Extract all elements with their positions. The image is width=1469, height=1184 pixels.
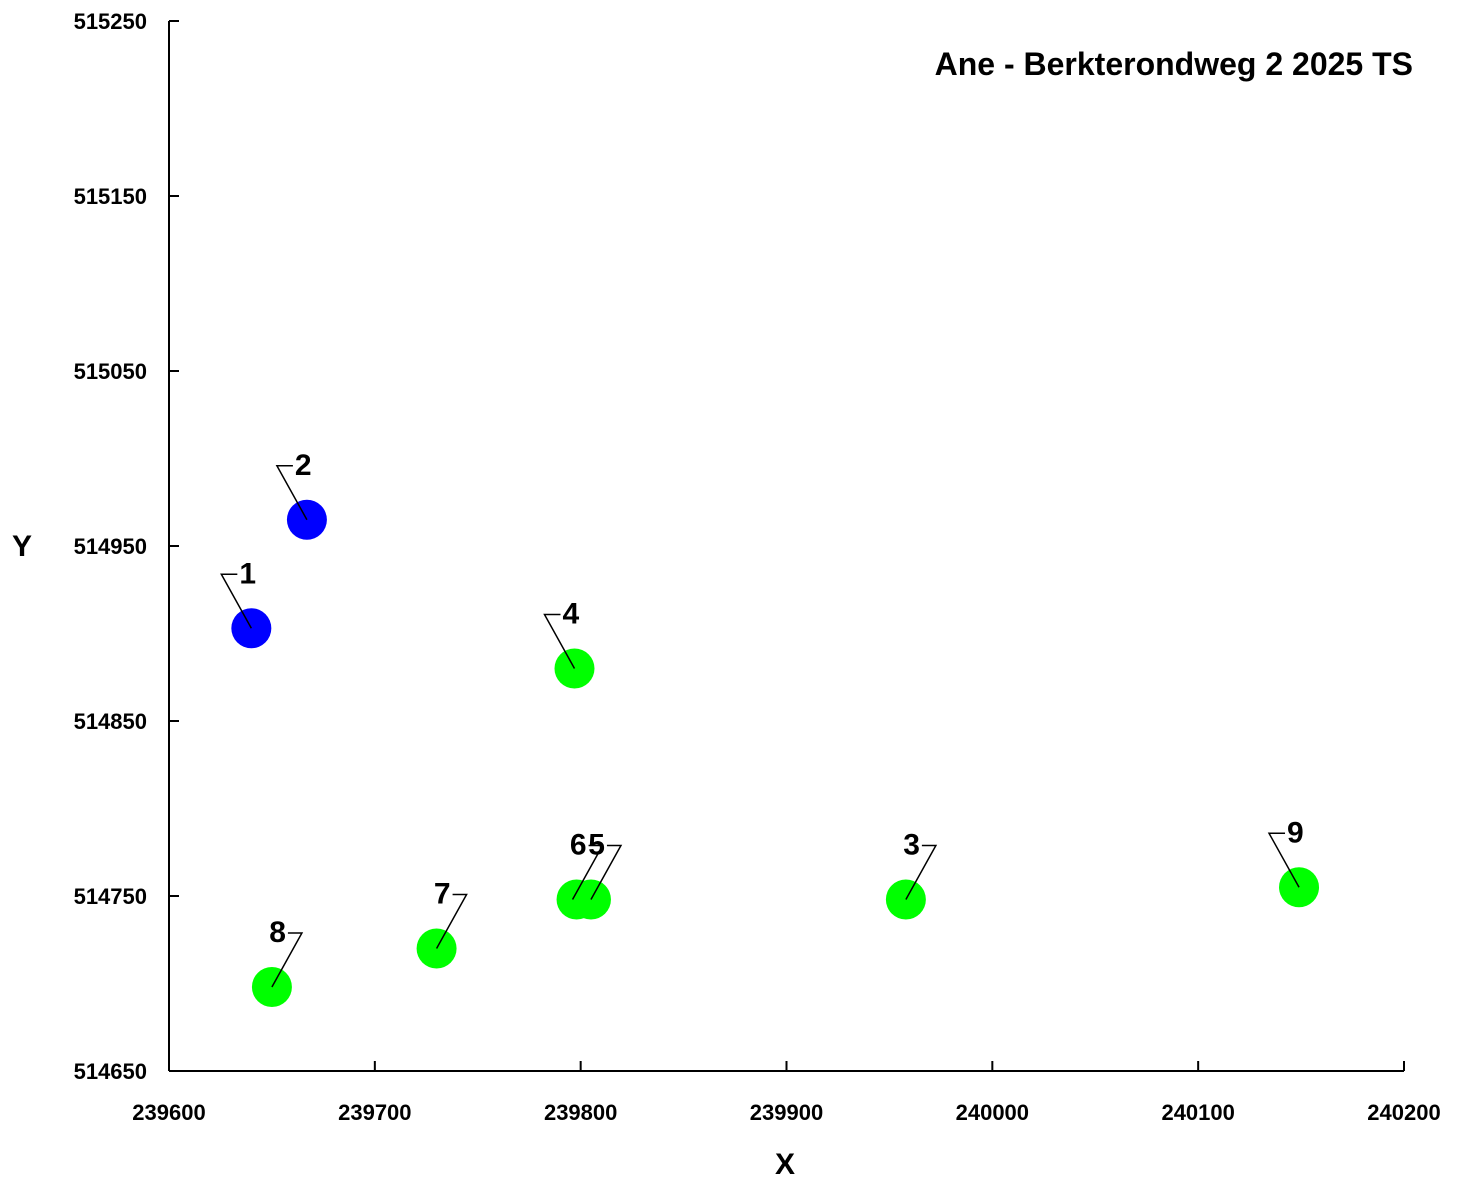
point-label-1: 1: [239, 557, 256, 590]
leader-line-5: [590, 844, 623, 900]
leader-line-8: [271, 932, 304, 988]
y-tick-label: 514750: [74, 884, 147, 909]
leader-line-4: [543, 613, 576, 669]
y-tick-label: 514950: [74, 534, 147, 559]
leader-line-9: [1267, 832, 1300, 888]
x-tick-label: 239700: [338, 1100, 411, 1125]
chart-title: Ane - Berkterondweg 2 2025 TS: [935, 46, 1413, 82]
y-tick-label: 515050: [74, 359, 147, 384]
y-axis-title: Y: [12, 530, 32, 563]
x-axis-title: X: [775, 1148, 795, 1181]
x-tick-label: 240000: [956, 1100, 1029, 1125]
leader-line-7: [435, 893, 468, 949]
y-tick-label: 514850: [74, 709, 147, 734]
data-point-6: [556, 879, 597, 920]
data-points: [231, 499, 1320, 1007]
point-label-8: 8: [269, 916, 286, 949]
point-label-4: 4: [562, 598, 579, 631]
x-tick-label: 239800: [544, 1100, 617, 1125]
point-label-9: 9: [1287, 816, 1304, 849]
x-tick-label: 240200: [1367, 1100, 1440, 1125]
x-tick-label: 240100: [1161, 1100, 1234, 1125]
point-label-3: 3: [903, 829, 920, 862]
x-tick-label: 239600: [132, 1100, 205, 1125]
y-axis-ticks: 514650 514750 514850 514950 515050 515150 5152…: [74, 9, 179, 1084]
leader-line-1: [220, 573, 252, 629]
leader-line-2: [275, 465, 308, 521]
point-label-6: 6: [570, 829, 587, 862]
x-tick-label: 239900: [750, 1100, 823, 1125]
y-tick-label: 515150: [74, 184, 147, 209]
x-axis-ticks: 239600 239700 239800 239900 240000 240100 2402…: [132, 1061, 1441, 1125]
point-label-2: 2: [295, 449, 312, 482]
point-label-7: 7: [434, 878, 451, 911]
y-tick-label: 514650: [74, 1059, 147, 1084]
leader-line-6: [571, 844, 604, 900]
leader-line-3: [905, 844, 938, 900]
y-tick-label: 515250: [74, 9, 147, 34]
